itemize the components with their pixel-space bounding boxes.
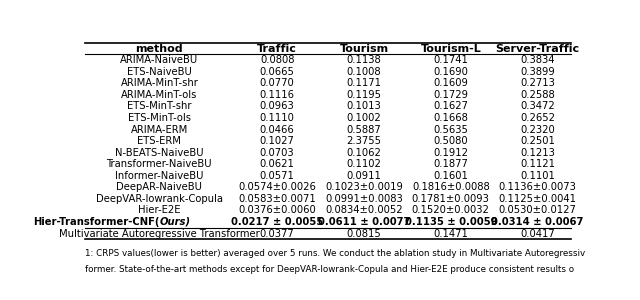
Text: 0.0963: 0.0963 — [260, 101, 294, 112]
Text: 0.0911: 0.0911 — [346, 171, 381, 181]
Text: 0.0703: 0.0703 — [260, 148, 294, 158]
Text: 0.0217 ± 0.0055: 0.0217 ± 0.0055 — [231, 217, 323, 227]
Text: ETS-NaiveBU: ETS-NaiveBU — [127, 67, 192, 77]
Text: 0.0770: 0.0770 — [260, 78, 294, 88]
Text: ETS-MinT-shr: ETS-MinT-shr — [127, 101, 191, 112]
Text: Ours): Ours) — [159, 217, 191, 227]
Text: 0.1135 ± 0.0059: 0.1135 ± 0.0059 — [404, 217, 497, 227]
Text: 0.2713: 0.2713 — [520, 78, 555, 88]
Text: 0.0377: 0.0377 — [260, 229, 294, 238]
Text: 0.1816±0.0088: 0.1816±0.0088 — [412, 182, 490, 192]
Text: 0.0808: 0.0808 — [260, 55, 294, 65]
Text: 0.1471: 0.1471 — [433, 229, 468, 238]
Text: 0.2501: 0.2501 — [520, 136, 555, 146]
Text: 0.0417: 0.0417 — [520, 229, 555, 238]
Text: 0.1125±0.0041: 0.1125±0.0041 — [499, 194, 577, 204]
Text: Tourism: Tourism — [339, 44, 388, 54]
Text: 0.5080: 0.5080 — [433, 136, 468, 146]
Text: 0.0583±0.0071: 0.0583±0.0071 — [238, 194, 316, 204]
Text: Hier-E2E: Hier-E2E — [138, 206, 180, 215]
Text: 0.0991±0.0083: 0.0991±0.0083 — [325, 194, 403, 204]
Text: 0.1520±0.0032: 0.1520±0.0032 — [412, 206, 490, 215]
Text: 0.5887: 0.5887 — [347, 124, 381, 135]
Text: Multivariate Autoregressive Transformer: Multivariate Autoregressive Transformer — [59, 229, 260, 238]
Text: 0.5635: 0.5635 — [433, 124, 468, 135]
Text: 0.1729: 0.1729 — [433, 90, 468, 100]
Text: ETS-MinT-ols: ETS-MinT-ols — [128, 113, 191, 123]
Text: 0.0834±0.0052: 0.0834±0.0052 — [325, 206, 403, 215]
Text: 0.0621: 0.0621 — [260, 159, 294, 169]
Text: 0.0314 ± 0.0067: 0.0314 ± 0.0067 — [492, 217, 584, 227]
Text: Traffic: Traffic — [257, 44, 297, 54]
Text: Informer-NaiveBU: Informer-NaiveBU — [115, 171, 204, 181]
Text: 0.0665: 0.0665 — [260, 67, 294, 77]
Text: DeepVAR-lowrank-Copula: DeepVAR-lowrank-Copula — [96, 194, 223, 204]
Text: 0.1912: 0.1912 — [433, 148, 468, 158]
Text: 0.1136±0.0073: 0.1136±0.0073 — [499, 182, 577, 192]
Text: ETS-ERM: ETS-ERM — [138, 136, 181, 146]
Text: 0.1138: 0.1138 — [347, 55, 381, 65]
Text: 2.3755: 2.3755 — [346, 136, 381, 146]
Text: 0.1102: 0.1102 — [346, 159, 381, 169]
Text: 0.1877: 0.1877 — [433, 159, 468, 169]
Text: 0.1601: 0.1601 — [433, 171, 468, 181]
Text: 0.1741: 0.1741 — [433, 55, 468, 65]
Text: 0.1110: 0.1110 — [260, 113, 294, 123]
Text: 0.0611 ± 0.0077: 0.0611 ± 0.0077 — [318, 217, 410, 227]
Text: 0.1023±0.0019: 0.1023±0.0019 — [325, 182, 403, 192]
Text: 0.1002: 0.1002 — [347, 113, 381, 123]
Text: 0.0574±0.0026: 0.0574±0.0026 — [238, 182, 316, 192]
Text: 0.3899: 0.3899 — [520, 67, 555, 77]
Text: 0.1690: 0.1690 — [433, 67, 468, 77]
Text: 0.2652: 0.2652 — [520, 113, 555, 123]
Text: ARIMA-MinT-ols: ARIMA-MinT-ols — [121, 90, 198, 100]
Text: 0.3472: 0.3472 — [520, 101, 555, 112]
Text: 0.1116: 0.1116 — [260, 90, 294, 100]
Text: 0.3834: 0.3834 — [520, 55, 555, 65]
Text: 0.0815: 0.0815 — [347, 229, 381, 238]
Text: former. State-of-the-art methods except for DeepVAR-lowrank-Copula and Hier-E2E : former. State-of-the-art methods except … — [85, 265, 574, 274]
Text: 0.1195: 0.1195 — [346, 90, 381, 100]
Text: Tourism-L: Tourism-L — [420, 44, 481, 54]
Text: 0.1213: 0.1213 — [520, 148, 555, 158]
Text: 0.1668: 0.1668 — [433, 113, 468, 123]
Text: Hier-Transformer-CNF(: Hier-Transformer-CNF( — [33, 217, 159, 227]
Text: 0.2320: 0.2320 — [520, 124, 555, 135]
Text: Transformer-NaiveBU: Transformer-NaiveBU — [106, 159, 212, 169]
Text: 1: CRPS values(lower is better) averaged over 5 runs. We conduct the ablation st: 1: CRPS values(lower is better) averaged… — [85, 248, 585, 257]
Text: 0.1062: 0.1062 — [346, 148, 381, 158]
Text: 0.1027: 0.1027 — [260, 136, 294, 146]
Text: 0.1627: 0.1627 — [433, 101, 468, 112]
Text: DeepAR-NaiveBU: DeepAR-NaiveBU — [116, 182, 202, 192]
Text: ARIMA-ERM: ARIMA-ERM — [131, 124, 188, 135]
Text: 0.2588: 0.2588 — [520, 90, 555, 100]
Text: ARIMA-MinT-shr: ARIMA-MinT-shr — [120, 78, 198, 88]
Text: ARIMA-NaiveBU: ARIMA-NaiveBU — [120, 55, 198, 65]
Text: Server-Traffic: Server-Traffic — [495, 44, 580, 54]
Text: 0.1609: 0.1609 — [433, 78, 468, 88]
Text: 0.1013: 0.1013 — [347, 101, 381, 112]
Text: 0.0571: 0.0571 — [260, 171, 294, 181]
Text: 0.0466: 0.0466 — [260, 124, 294, 135]
Text: 0.1008: 0.1008 — [347, 67, 381, 77]
Text: 0.1171: 0.1171 — [346, 78, 381, 88]
Text: method: method — [136, 44, 183, 54]
Text: 0.1781±0.0093: 0.1781±0.0093 — [412, 194, 490, 204]
Text: 0.0530±0.0127: 0.0530±0.0127 — [499, 206, 577, 215]
Text: 0.1121: 0.1121 — [520, 159, 555, 169]
Text: N-BEATS-NaiveBU: N-BEATS-NaiveBU — [115, 148, 204, 158]
Text: 0.0376±0.0060: 0.0376±0.0060 — [238, 206, 316, 215]
Text: 0.1101: 0.1101 — [520, 171, 555, 181]
